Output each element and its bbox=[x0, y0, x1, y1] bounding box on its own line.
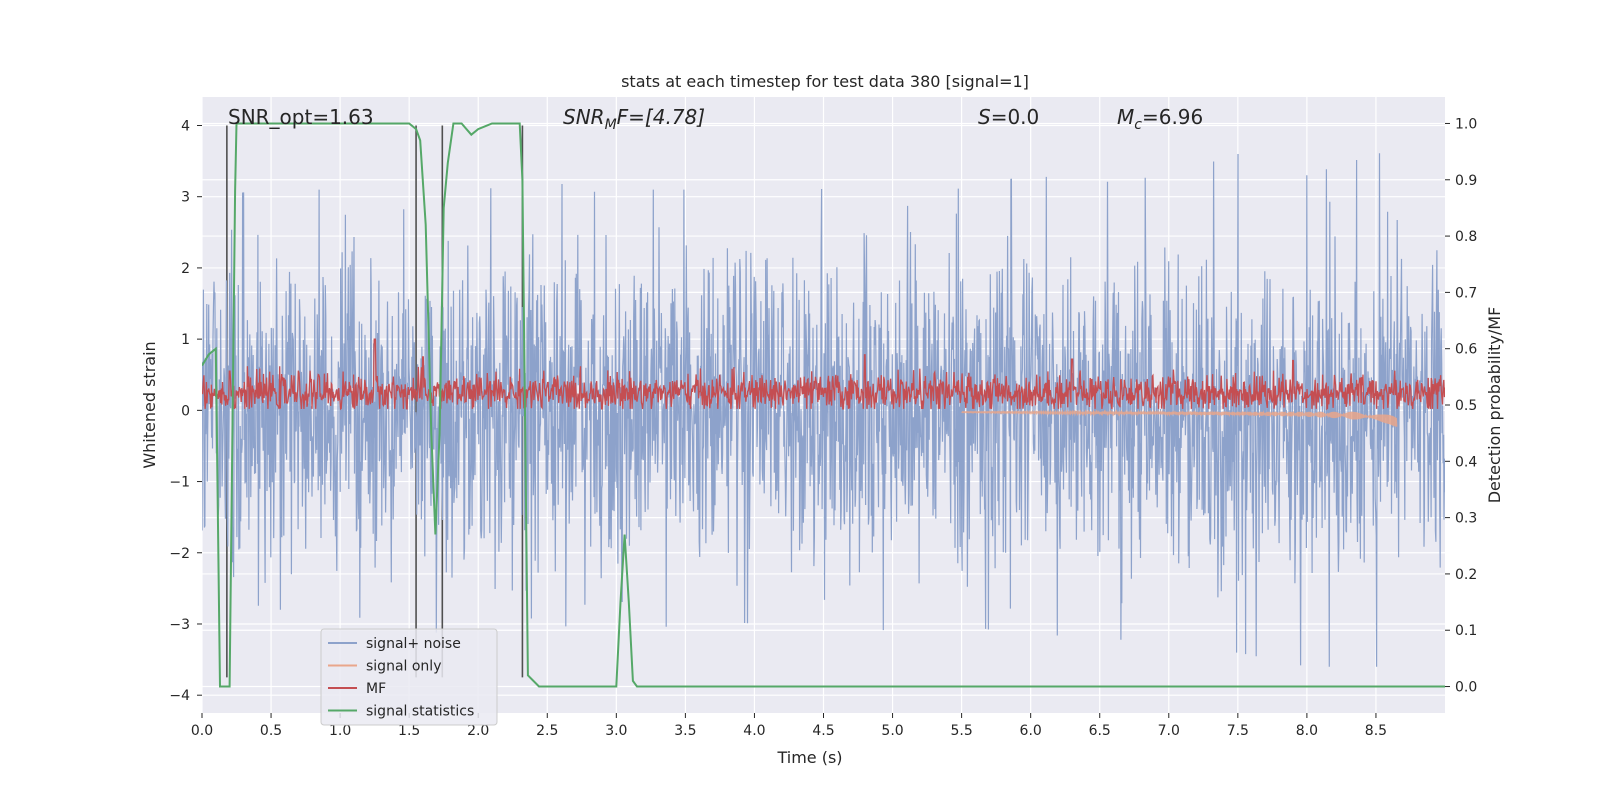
y-left-tick-label: −2 bbox=[169, 546, 190, 562]
x-tick-label: 6.5 bbox=[1089, 723, 1111, 739]
y-left-tick-label: 3 bbox=[181, 190, 190, 206]
x-tick-label: 7.0 bbox=[1158, 723, 1180, 739]
x-tick-label: 0.0 bbox=[191, 723, 213, 739]
x-tick-label: 5.0 bbox=[881, 723, 903, 739]
y-left-tick-label: −4 bbox=[169, 688, 190, 704]
x-tick-label: 1.0 bbox=[329, 723, 351, 739]
series-layer bbox=[202, 122, 1445, 688]
x-axis-label: Time (s) bbox=[776, 748, 842, 767]
annotation-mc-main: M bbox=[1117, 105, 1134, 129]
annotation-mc-sub: c bbox=[1134, 117, 1142, 133]
annotation-snr-mf-main: SNR bbox=[563, 105, 605, 129]
y-left-tick-label: 1 bbox=[181, 332, 190, 348]
annotation-snr-mf-tail: F=[4.78] bbox=[617, 105, 705, 129]
y-right-tick-label: 0.5 bbox=[1455, 398, 1477, 414]
annotation-mc-tail: =6.96 bbox=[1142, 105, 1203, 129]
y-right-tick-label: 0.9 bbox=[1455, 173, 1477, 189]
x-tick-label: 7.5 bbox=[1227, 723, 1249, 739]
annotation-snr-mf-sub: M bbox=[605, 117, 617, 133]
x-tick-label: 3.0 bbox=[605, 723, 627, 739]
y-left-tick-label: −3 bbox=[169, 617, 190, 633]
annotation-s: S=0.0 bbox=[978, 105, 1039, 129]
x-tick-label: 8.0 bbox=[1296, 723, 1318, 739]
y-right-tick-label: 0.1 bbox=[1455, 623, 1477, 639]
y-left-tick-label: 0 bbox=[181, 403, 190, 419]
legend-label: signal only bbox=[366, 659, 441, 675]
series-signal-noise-line bbox=[202, 153, 1445, 667]
legend-label: MF bbox=[366, 681, 386, 697]
y-right-tick-label: 0.2 bbox=[1455, 567, 1477, 583]
x-tick-label: 0.5 bbox=[260, 723, 282, 739]
y-axis-left-label: Whitened strain bbox=[140, 341, 159, 468]
x-tick-label: 4.5 bbox=[812, 723, 834, 739]
y-left-tick-label: −1 bbox=[169, 475, 190, 491]
x-tick-label: 3.5 bbox=[674, 723, 696, 739]
y-left-tick-label: 4 bbox=[181, 118, 190, 134]
x-tick-label: 1.5 bbox=[398, 723, 420, 739]
annotation-mc: Mc=6.96 bbox=[1117, 105, 1203, 133]
axes-layer: 0.0 0.5 1.0 1.5 2.0 2.5 3.0 3.5 4.0 4.5 5.0 5.5 6.0 6… bbox=[169, 116, 1477, 739]
legend: signal+ noise signal only MF signal statist… bbox=[320, 628, 498, 726]
series-mf-line bbox=[202, 338, 1445, 411]
x-tick-label: 8.5 bbox=[1365, 723, 1387, 739]
annotation-snr-mf: SNRMF=[4.78] bbox=[563, 105, 705, 133]
x-tick-label: 4.0 bbox=[743, 723, 765, 739]
y-right-tick-label: 0.3 bbox=[1455, 511, 1477, 527]
x-tick-label: 2.0 bbox=[467, 723, 489, 739]
x-tick-label: 2.5 bbox=[536, 723, 558, 739]
x-tick-label: 6.0 bbox=[1020, 723, 1042, 739]
y-right-tick-label: 0.6 bbox=[1455, 342, 1477, 358]
chart-title: stats at each timestep for test data 380… bbox=[621, 72, 1029, 91]
annotation-s-main: S bbox=[978, 105, 991, 129]
x-tick-label: 5.5 bbox=[950, 723, 972, 739]
y-left-tick-label: 2 bbox=[181, 261, 190, 277]
annotation-s-tail: =0.0 bbox=[991, 105, 1040, 129]
y-right-tick-label: 0.0 bbox=[1455, 680, 1477, 696]
y-axis-right-label: Detection probability/MF bbox=[1485, 307, 1504, 504]
y-right-tick-label: 0.8 bbox=[1455, 229, 1477, 245]
legend-box bbox=[320, 628, 498, 726]
annotation-snr-opt: SNR_opt=1.63 bbox=[228, 105, 374, 129]
y-right-tick-label: 1.0 bbox=[1455, 116, 1477, 132]
y-right-tick-label: 0.4 bbox=[1455, 454, 1477, 470]
series-signal-statistics-line bbox=[202, 122, 1445, 688]
legend-label: signal+ noise bbox=[366, 636, 461, 652]
series-signal-only-line bbox=[961, 409, 1398, 427]
legend-label: signal statistics bbox=[366, 704, 474, 720]
y-right-tick-label: 0.7 bbox=[1455, 285, 1477, 301]
